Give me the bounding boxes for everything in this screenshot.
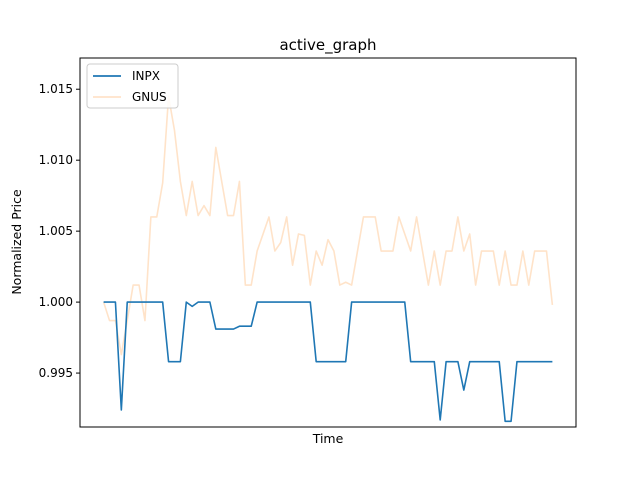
series-line-gnus xyxy=(102,95,554,356)
series-line-inpx xyxy=(103,301,553,423)
y-tick-label: 1.015 xyxy=(39,82,73,96)
x-axis-label: Time xyxy=(312,431,344,446)
y-tick-label: 1.010 xyxy=(39,153,73,167)
y-axis-label: Normalized Price xyxy=(9,189,24,295)
legend-label-inpx: INPX xyxy=(132,69,160,83)
y-tick-label: 1.000 xyxy=(39,295,73,309)
y-tick-label: 0.995 xyxy=(39,366,73,380)
legend-label-gnus: GNUS xyxy=(132,90,167,104)
y-axis-ticks: 0.995 1.000 1.005 1.010 1.015 xyxy=(39,82,80,380)
series-lines xyxy=(102,95,554,423)
y-tick-label: 1.005 xyxy=(39,224,73,238)
legend: INPX GNUS xyxy=(86,63,179,109)
plot-frame xyxy=(79,57,577,428)
chart-title: active_graph xyxy=(279,36,376,55)
